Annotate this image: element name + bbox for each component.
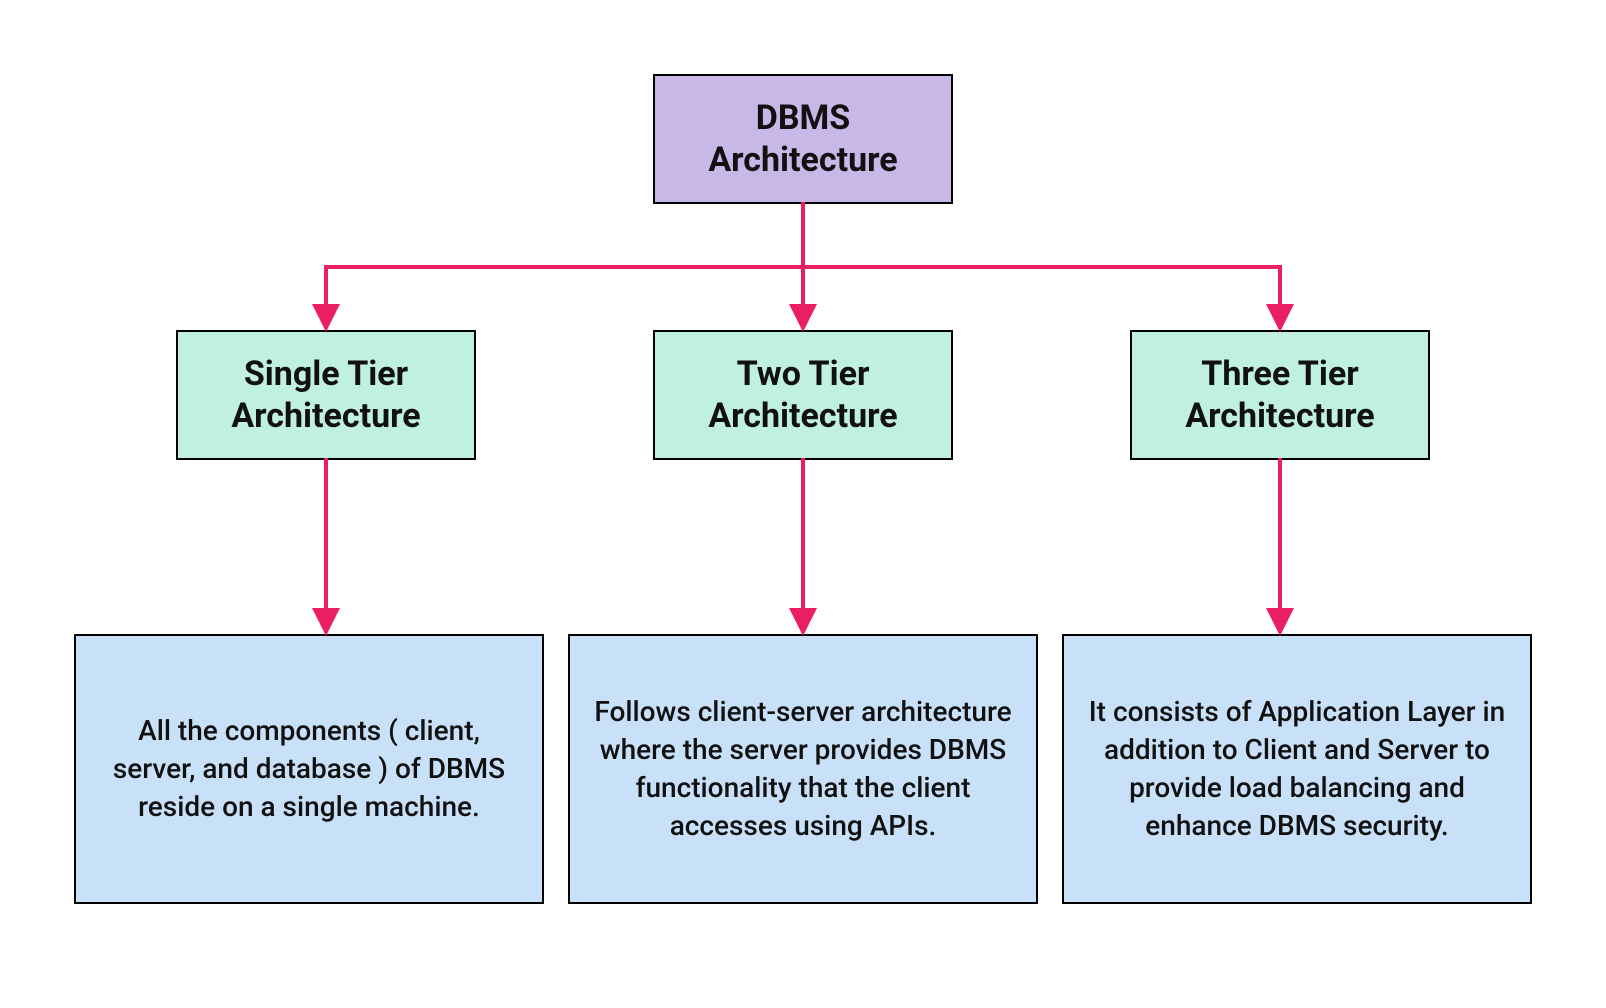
description-text: Follows client-server architecture where… bbox=[588, 693, 1018, 844]
description-two-tier: Follows client-server architecture where… bbox=[568, 634, 1038, 904]
root-node: DBMSArchitecture bbox=[653, 74, 953, 204]
description-text: It consists of Application Layer in addi… bbox=[1082, 693, 1512, 844]
child-label: Single TierArchitecture bbox=[231, 353, 420, 438]
root-label: DBMSArchitecture bbox=[708, 97, 897, 182]
child-node-two-tier: Two TierArchitecture bbox=[653, 330, 953, 460]
child-label: Two TierArchitecture bbox=[708, 353, 897, 438]
child-node-single-tier: Single TierArchitecture bbox=[176, 330, 476, 460]
description-text: All the components ( client, server, and… bbox=[94, 712, 524, 825]
description-three-tier: It consists of Application Layer in addi… bbox=[1062, 634, 1532, 904]
child-label: Three TierArchitecture bbox=[1185, 353, 1374, 438]
description-single-tier: All the components ( client, server, and… bbox=[74, 634, 544, 904]
child-node-three-tier: Three TierArchitecture bbox=[1130, 330, 1430, 460]
